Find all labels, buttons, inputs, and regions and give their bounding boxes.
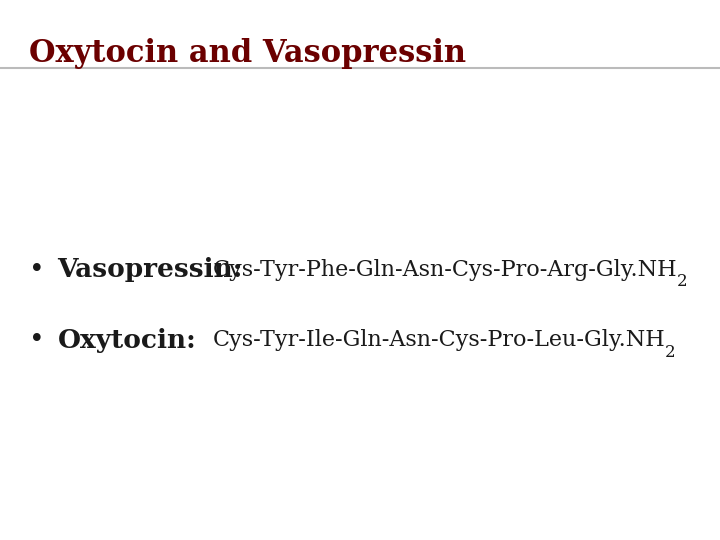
Text: Cys-Tyr-Ile-Gln-Asn-Cys-Pro-Leu-Gly.NH: Cys-Tyr-Ile-Gln-Asn-Cys-Pro-Leu-Gly.NH	[212, 329, 665, 351]
Text: Oxytocin:: Oxytocin:	[58, 328, 197, 353]
Text: Cys-Tyr-Phe-Gln-Asn-Cys-Pro-Arg-Gly.NH: Cys-Tyr-Phe-Gln-Asn-Cys-Pro-Arg-Gly.NH	[212, 259, 677, 281]
Text: Vasopressin:: Vasopressin:	[58, 258, 243, 282]
Text: 2: 2	[677, 273, 688, 291]
Text: 2: 2	[665, 343, 676, 361]
Text: •: •	[29, 257, 45, 283]
Text: Oxytocin and Vasopressin: Oxytocin and Vasopressin	[29, 38, 466, 69]
Text: •: •	[29, 327, 45, 353]
